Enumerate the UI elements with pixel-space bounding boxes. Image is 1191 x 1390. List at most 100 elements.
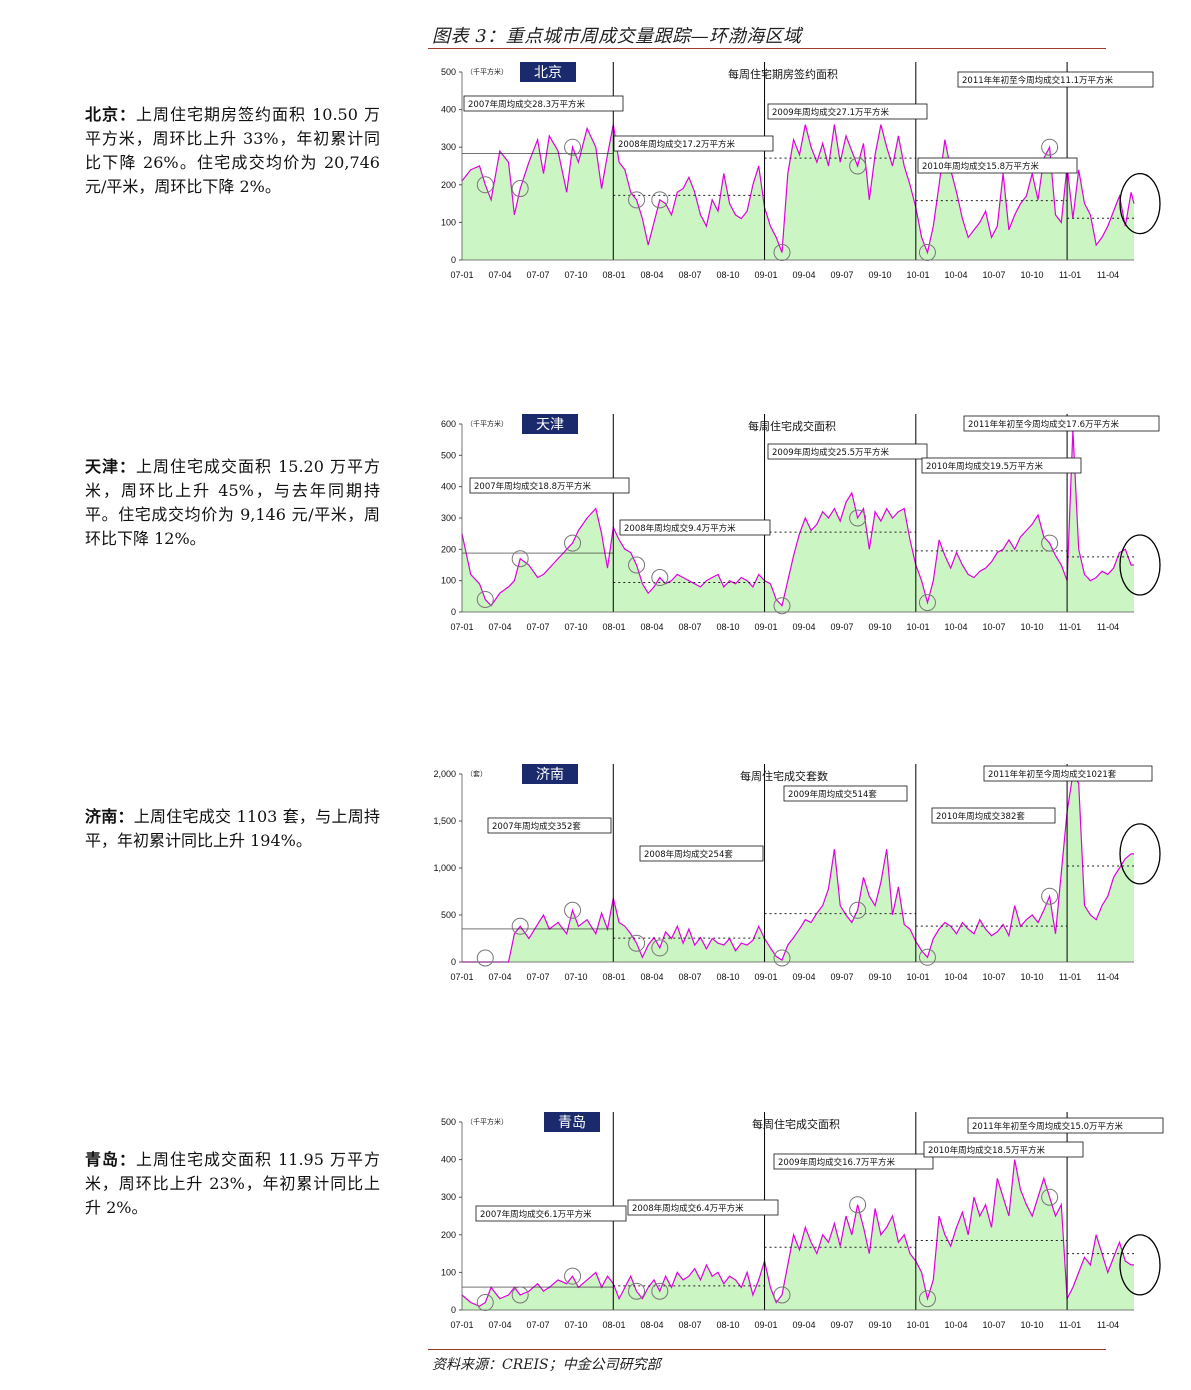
trough-marker [476, 176, 494, 194]
annotation-box [767, 443, 928, 460]
annotation-box [463, 95, 624, 112]
annotation-label: 2007年周均成交352套 [492, 821, 581, 832]
x-tick-label: 09-10 [868, 622, 891, 632]
annotation-box [917, 157, 1078, 174]
note-jinan: 济南：上周住宅成交 1103 套，与上周持平，年初累计同比上升 194%。 [85, 805, 380, 853]
y-tick-label: 300 [441, 513, 456, 523]
unit-label: （套） [466, 769, 487, 778]
annotation-label: 2011年年初至今周均成交11.1万平方米 [962, 75, 1114, 86]
series-line [462, 772, 1134, 963]
x-tick-label: 07-04 [488, 1320, 511, 1330]
x-tick-label: 09-07 [830, 1320, 853, 1330]
annotation-label: 2009年周均成交25.5万平方米 [772, 447, 890, 458]
chart-jinan: 2,000 1,500 1,000 500 0 07-01 07-04 07-07 07-10 0… [428, 762, 1168, 992]
city-tag-bg [522, 764, 578, 784]
trough-marker [849, 901, 867, 919]
x-tick-label: 10-04 [944, 1320, 967, 1330]
x-tick-label: 09-04 [792, 972, 815, 982]
city-tag-bg [544, 1112, 600, 1132]
x-tick-label: 11-04 [1097, 622, 1119, 632]
x-tick-label: 08-01 [602, 622, 625, 632]
chart-title: 每周住宅期房签约面积 [728, 67, 838, 81]
chart-svg: 500 400 300 200 100 0 07-01 07-04 07-07 07-10 08-0… [441, 62, 1161, 280]
annotation-box [619, 519, 771, 536]
annotation-box [983, 765, 1153, 782]
x-tick-label: 10-07 [982, 1320, 1005, 1330]
annotation-label: 2009年周均成交514套 [788, 789, 877, 800]
annotation-box [767, 103, 928, 120]
x-tick-label: 07-04 [488, 270, 511, 280]
trough-marker [564, 138, 582, 156]
annotation-box [963, 415, 1160, 432]
trough-marker [651, 1282, 669, 1300]
chart-title: 每周住宅成交面积 [752, 1117, 840, 1131]
y-tick-label: 1,000 [433, 863, 456, 873]
area-fill [462, 1159, 1134, 1310]
note-text: 上周住宅成交面积 15.20 万平方米，周环比上升 45%，与去年同期持平。住宅… [85, 457, 380, 548]
x-tick-label: 08-01 [602, 270, 625, 280]
annotation-box [613, 135, 774, 152]
note-text: 上周住宅期房签约面积 10.50 万平方米，周环比上升 33%，年初累计同比下降… [85, 105, 380, 196]
source-rule [428, 1349, 1106, 1350]
trough-marker [849, 1196, 867, 1214]
note-city-label: 济南： [85, 807, 134, 826]
unit-label: （千平方米） [466, 419, 508, 428]
x-tick-label: 07-01 [450, 270, 473, 280]
annotation-label: 2010年周均成交19.5万平方米 [926, 461, 1044, 472]
x-tick-label: 07-04 [488, 972, 511, 982]
y-tick-label: 400 [441, 482, 456, 492]
x-tick-label: 09-01 [754, 622, 777, 632]
chart-svg: 600 500 400 300 200 100 0 07-01 07-04 07-07 07-10 0… [441, 414, 1161, 632]
x-tick-label: 08-01 [602, 972, 625, 982]
y-tick-label: 500 [441, 910, 456, 920]
x-tick-label: 08-10 [716, 622, 739, 632]
x-tick-label: 09-04 [792, 1320, 815, 1330]
trough-marker [918, 948, 936, 966]
trough-marker [511, 1286, 529, 1304]
chart-beijing: 500 400 300 200 100 0 07-01 07-04 07-07 07-10 08-0… [428, 60, 1168, 290]
x-tick-label: 10-10 [1020, 622, 1043, 632]
y-tick-label: 0 [451, 255, 456, 265]
chart-title: 每周住宅成交面积 [748, 419, 836, 433]
x-tick-label: 09-07 [830, 270, 853, 280]
x-tick-label: 10-07 [982, 270, 1005, 280]
note-text: 上周住宅成交 1103 套，与上周持平，年初累计同比上升 194%。 [85, 807, 380, 850]
y-tick-label: 600 [441, 419, 456, 429]
annotation-label: 2008年周均成交9.4万平方米 [624, 523, 736, 534]
trough-marker [651, 191, 669, 209]
x-tick-label: 08-07 [678, 270, 701, 280]
source-note: 资料来源：CREIS；中金公司研究部 [432, 1357, 661, 1373]
trough-marker [849, 157, 867, 175]
annotation-label: 2011年年初至今周均成交15.0万平方米 [972, 1121, 1124, 1132]
x-tick-label: 10-04 [944, 270, 967, 280]
annotation-label: 2010年周均成交15.8万平方米 [922, 161, 1040, 172]
area-fill [462, 430, 1134, 612]
x-tick-label: 09-10 [868, 1320, 891, 1330]
y-tick-label: 100 [441, 1267, 456, 1277]
y-tick-label: 1,500 [433, 816, 456, 826]
annotation-label: 2008年周均成交6.4万平方米 [632, 1203, 744, 1214]
series-line [461, 124, 1135, 255]
x-tick-label: 09-04 [792, 270, 815, 280]
x-tick-label: 09-01 [754, 270, 777, 280]
city-tag-bg [522, 414, 578, 434]
trough-marker [628, 934, 646, 952]
chart-qingdao: 500 400 300 200 100 0 07-01 07-04 07-07 07-10 08-0… [428, 1110, 1168, 1342]
x-tick-label: 07-01 [450, 622, 473, 632]
annotation-box [923, 1141, 1084, 1158]
annotation-label: 2009年周均成交27.1万平方米 [772, 107, 890, 118]
trough-marker [628, 191, 646, 209]
city-tag-label: 青岛 [558, 1115, 586, 1131]
x-tick-label: 07-01 [450, 1320, 473, 1330]
x-tick-label: 11-04 [1097, 1320, 1119, 1330]
trough-marker [564, 901, 582, 919]
x-tick-label: 09-01 [754, 1320, 777, 1330]
annotation-box [931, 807, 1056, 824]
annotation-label: 2007年周均成交6.1万平方米 [480, 1209, 592, 1220]
x-tick-label: 09-04 [792, 622, 815, 632]
highlight-circle [1119, 823, 1161, 885]
x-tick-label: 08-10 [716, 972, 739, 982]
y-tick-label: 400 [441, 1155, 456, 1165]
trough-marker [476, 949, 494, 967]
x-tick-label: 11-04 [1097, 270, 1119, 280]
